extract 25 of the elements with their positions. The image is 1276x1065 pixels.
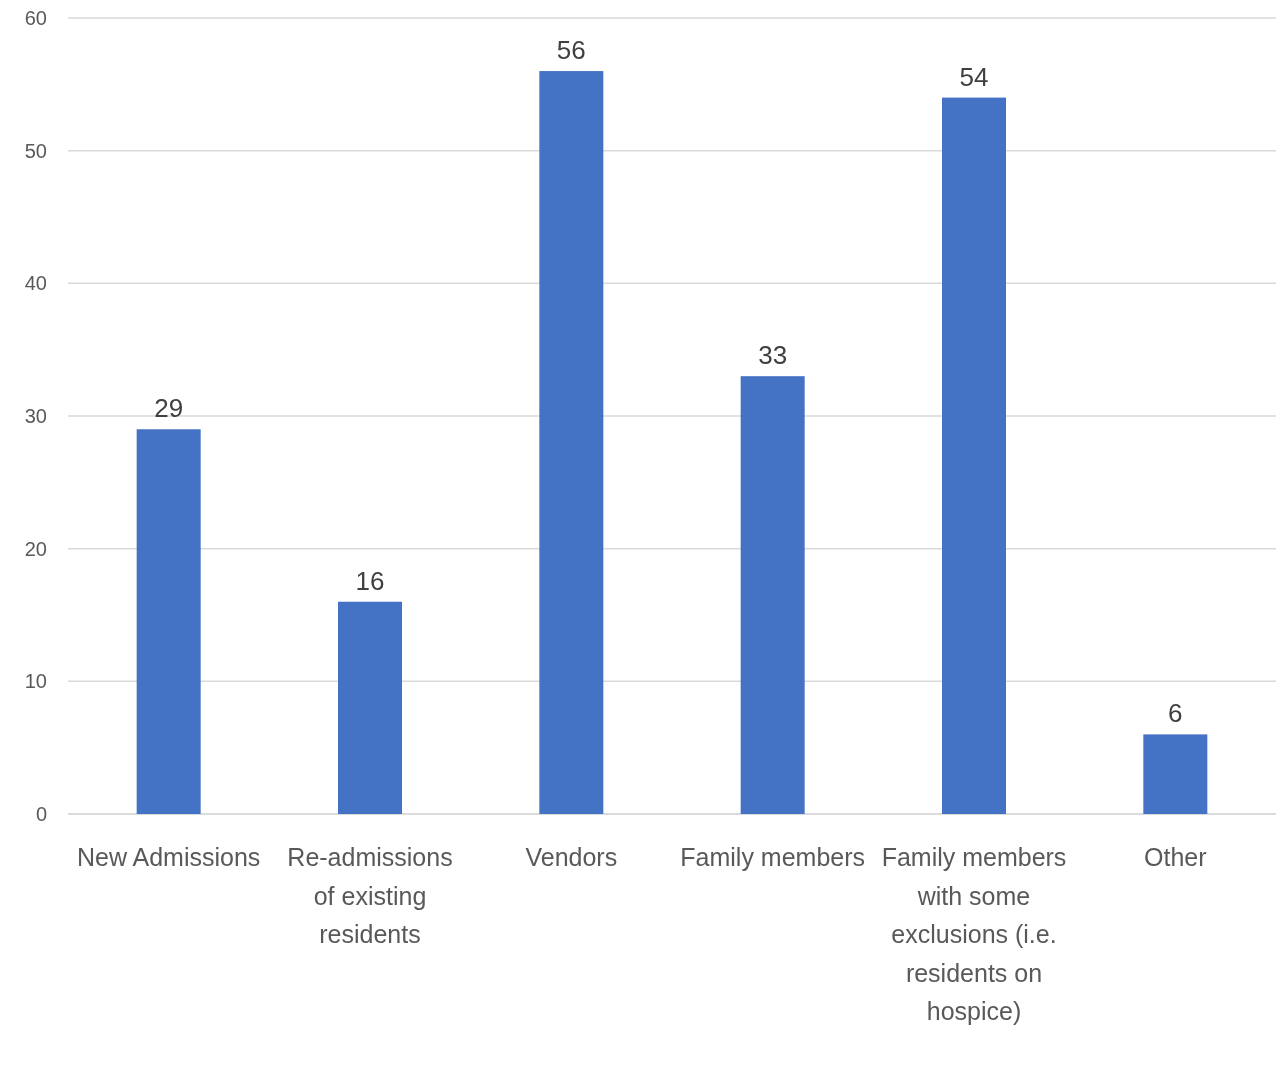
data-label: 54 bbox=[959, 61, 989, 92]
data-label: 6 bbox=[1168, 698, 1183, 729]
y-tick-label: 50 bbox=[24, 139, 47, 162]
data-label: 29 bbox=[154, 393, 184, 424]
y-tick-label: 30 bbox=[24, 405, 47, 427]
bar bbox=[136, 429, 201, 814]
x-tick-label: Family members with some exclusions (i.e. residents on hospice) bbox=[881, 843, 1067, 1025]
x-tick-label: New Admissions bbox=[76, 843, 261, 871]
data-label: 33 bbox=[758, 340, 788, 371]
bar bbox=[942, 97, 1006, 814]
bar bbox=[338, 601, 402, 814]
y-tick-label: 40 bbox=[24, 272, 47, 295]
bar bbox=[740, 376, 805, 814]
data-label: 16 bbox=[355, 565, 385, 596]
data-label: 56 bbox=[556, 35, 586, 66]
x-tick-label: Other bbox=[1144, 843, 1207, 871]
x-tick-label: Family members bbox=[680, 843, 866, 871]
y-tick-label: 60 bbox=[24, 7, 47, 29]
bar bbox=[1143, 734, 1208, 814]
y-tick-label: 0 bbox=[35, 803, 47, 825]
x-tick-label: Re-admissions of existing residents bbox=[287, 843, 453, 948]
x-tick-label: Vendors bbox=[525, 843, 618, 871]
y-tick-label: 20 bbox=[24, 537, 47, 560]
bar bbox=[539, 71, 604, 814]
y-tick-label: 10 bbox=[24, 670, 47, 693]
